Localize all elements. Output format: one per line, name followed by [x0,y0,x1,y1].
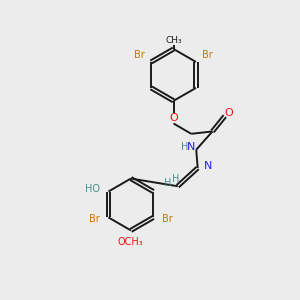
Text: H: H [181,142,188,152]
Text: N: N [186,142,195,152]
Text: CH₃: CH₃ [165,36,182,45]
Text: O: O [169,113,178,124]
Text: O: O [224,108,233,118]
Text: N: N [204,161,213,172]
Text: OCH₃: OCH₃ [118,237,144,247]
Text: Br: Br [89,214,100,224]
Text: Br: Br [202,50,213,61]
Text: Br: Br [161,214,172,224]
Text: Br: Br [134,50,145,61]
Text: HO: HO [85,184,100,194]
Text: H: H [164,178,171,188]
Text: H: H [172,174,179,184]
